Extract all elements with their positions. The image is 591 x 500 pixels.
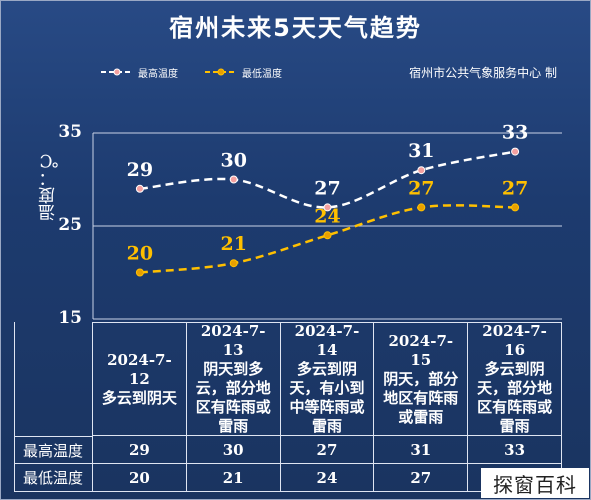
y-tick-label-15: 15: [58, 308, 82, 328]
y-tick-label-25: 25: [58, 215, 82, 235]
day-description: 2024-7-13 阴天到多云，部分地区有阵雨或雷雨: [191, 322, 276, 436]
legend-item-high: 最高温度: [100, 65, 178, 80]
data-label-high-3: 31: [408, 140, 434, 162]
table-cell-low-1: 21: [186, 464, 281, 492]
day-column-1: 2024-7-13 阴天到多云，部分地区有阵雨或雷雨: [186, 322, 281, 436]
plot-area: 29 30 27 31 33 20 21 24 27 27: [92, 122, 562, 320]
table-cell-low-3: 27: [374, 464, 469, 492]
day-weather: 多云到阴天，部分地区有阵雨或雷雨: [477, 360, 553, 435]
legend-label-high: 最高温度: [138, 68, 178, 80]
table-cell-high-1: 30: [186, 436, 281, 464]
point-low-0: [135, 268, 144, 277]
series-line-high: [139, 150, 516, 209]
table-outline: [14, 322, 562, 492]
day-date: 2024-7-16: [482, 322, 547, 359]
day-column-3: 2024-7-15 阴天，部分地区有阵雨或雷雨: [374, 322, 469, 436]
table-cell-high-4: 33: [468, 436, 562, 464]
data-label-low-0: 20: [127, 243, 153, 265]
point-low-3: [417, 203, 426, 212]
day-column-4: 2024-7-16 多云到阴天，部分地区有阵雨或雷雨: [468, 322, 562, 436]
day-date: 2024-7-13: [200, 322, 266, 359]
day-date: 2024-7-12: [107, 350, 172, 388]
data-label-high-4: 33: [502, 122, 528, 144]
watermark: 探窗百科: [481, 468, 589, 498]
source-credit: 宿州市公共气象服务中心 制: [409, 66, 557, 80]
legend-item-low: 最低温度: [204, 65, 282, 80]
chart-title: 宿州未来5天天气趋势: [169, 14, 422, 42]
day-weather: 阴天，部分地区有阵雨或雷雨: [383, 369, 459, 426]
legend: 最高温度 最低温度: [100, 62, 308, 82]
day-description: 2024-7-16 多云到阴天，部分地区有阵雨或雷雨: [472, 322, 557, 436]
row-header-high: 最高温度: [14, 436, 93, 464]
data-label-high-1: 30: [220, 150, 246, 172]
table-cell-low-2: 24: [280, 464, 375, 492]
point-low-1: [229, 259, 238, 268]
point-high-1: [229, 175, 238, 184]
table-cell-high-0: 29: [93, 436, 187, 464]
table-corner: [14, 322, 93, 436]
day-date: 2024-7-14: [294, 322, 360, 359]
point-low-2: [323, 231, 332, 240]
day-column-0: 2024-7-12 多云到阴天: [93, 322, 187, 436]
day-weather: 多云到阴天: [101, 388, 177, 407]
point-high-0: [135, 184, 144, 193]
day-weather: 阴天到多云，部分地区有阵雨或雷雨: [195, 360, 271, 435]
day-description: 2024-7-14 多云到阴天，有小到中等阵雨或雷雨: [285, 322, 370, 436]
day-weather: 多云到阴天，有小到中等阵雨或雷雨: [289, 360, 365, 435]
data-label-low-1: 21: [220, 233, 246, 255]
day-date: 2024-7-15: [388, 331, 454, 369]
data-label-high-0: 29: [127, 159, 153, 181]
point-high-2: [323, 203, 332, 212]
row-header-low: 最低温度: [14, 464, 93, 492]
data-label-low-2: 24: [314, 205, 340, 227]
day-description: 2024-7-12 多云到阴天: [97, 351, 182, 408]
table-cell-high-2: 27: [280, 436, 375, 464]
point-high-4: [511, 147, 520, 156]
data-label-high-2: 27: [314, 177, 340, 199]
legend-swatch-low: [205, 68, 237, 76]
day-description: 2024-7-15 阴天，部分地区有阵雨或雷雨: [378, 332, 463, 427]
day-column-2: 2024-7-14 多云到阴天，有小到中等阵雨或雷雨: [280, 322, 375, 436]
forecast-table: 2024-7-12 多云到阴天 2024-7-13 阴天到多云，部分地区有阵雨或雷雨 2…: [14, 322, 562, 492]
point-low-4: [511, 203, 520, 212]
data-label-low-3: 27: [408, 177, 434, 199]
table-cell-low-0: 20: [93, 464, 187, 492]
y-tick-label-35: 35: [58, 122, 82, 142]
table-cell-high-3: 31: [374, 436, 469, 464]
data-label-low-4: 27: [502, 177, 528, 199]
legend-swatch-high: [101, 68, 133, 76]
point-high-3: [417, 166, 426, 175]
legend-label-low: 最低温度: [242, 68, 282, 80]
